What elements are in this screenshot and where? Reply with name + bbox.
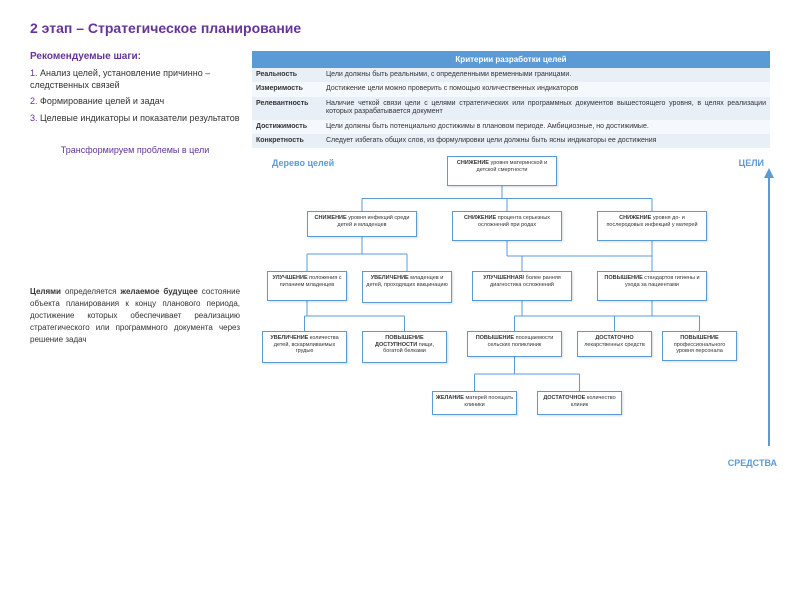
tree-node: СНИЖЕНИЕ уровня инфекций среди детей и м… (307, 211, 417, 237)
tree-node: УВЕЛИЧЕНИЕ младенцев и детей, проходящих… (362, 271, 452, 303)
main-container: Рекомендуемые шаги: 1. Анализ целей, уст… (30, 51, 770, 476)
page-title: 2 этап – Стратегическое планирование (30, 20, 770, 36)
right-column: Критерии разработки целей РеальностьЦели… (252, 51, 770, 476)
tree-node: СНИЖЕНИЕ уровня материнской и детской см… (447, 156, 557, 186)
criteria-label: Релевантность (252, 97, 322, 120)
tree-connectors (252, 156, 762, 476)
criteria-label: Реальность (252, 68, 322, 82)
step-item: 2. Формирование целей и задач (30, 96, 240, 108)
tree-node: ДОСТАТОЧНОЕ количество клиник (537, 391, 622, 415)
means-label: СРЕДСТВА (728, 458, 777, 468)
tree-node: УВЕЛИЧЕНИЕ количества детей, вскармливае… (262, 331, 347, 363)
goals-desc-p1: Целями (30, 287, 61, 296)
criteria-label: Достижимость (252, 120, 322, 134)
tree-node: ЖЕЛАНИЕ матерей посещать клиники (432, 391, 517, 415)
table-row: РелевантностьНаличие четкой связи цели с… (252, 97, 770, 120)
left-column: Рекомендуемые шаги: 1. Анализ целей, уст… (30, 51, 240, 476)
tree-node: УЛУЧШЕНИЕ положения с питанием младенцев (267, 271, 347, 301)
goals-label: ЦЕЛИ (739, 158, 764, 168)
table-row: ДостижимостьЦели должны быть потенциальн… (252, 120, 770, 134)
step-item: 1. Анализ целей, установление причинно –… (30, 68, 240, 91)
tree-node: СНИЖЕНИЕ процента серьезных осложнений п… (452, 211, 562, 241)
tree-node: ПОВЫШЕНИЕ ДОСТУПНОСТИ пищи, богатой белк… (362, 331, 447, 363)
step-item: 3. Целевые индикаторы и показатели резул… (30, 113, 240, 125)
criteria-text: Наличие четкой связи цели с целями страт… (322, 97, 770, 120)
table-row: ИзмеримостьДостижение цели можно провери… (252, 82, 770, 96)
transform-text: Трансформируем проблемы в цели (30, 145, 240, 157)
criteria-text: Следует избегать общих слов, из формулир… (322, 134, 770, 148)
table-row: КонкретностьСледует избегать общих слов,… (252, 134, 770, 148)
table-row: РеальностьЦели должны быть реальными, с … (252, 68, 770, 82)
goals-description: Целями определяется желаемое будущее сос… (30, 286, 240, 346)
criteria-text: Цели должны быть реальными, с определенн… (322, 68, 770, 82)
goals-desc-p3: желаемое будущее (120, 287, 197, 296)
tree-node: ПОВЫШЕНИЕ стандартов гигиены и ухода за … (597, 271, 707, 301)
tree-node: ПОВЫШЕНИЕ профессионального уровня персо… (662, 331, 737, 361)
criteria-label: Измеримость (252, 82, 322, 96)
tree-node: ПОВЫШЕНИЕ посещаемости сельских поликлин… (467, 331, 562, 357)
arrow-up (768, 176, 770, 446)
tree-node: СНИЖЕНИЕ уровня до- и послеродовых инфек… (597, 211, 707, 241)
steps-list: 1. Анализ целей, установление причинно –… (30, 68, 240, 125)
criteria-table: Критерии разработки целей РеальностьЦели… (252, 51, 770, 148)
steps-heading: Рекомендуемые шаги: (30, 51, 240, 62)
tree-wrap: Дерево целей ЦЕЛИ СРЕДСТВА СНИЖЕНИЕ уров… (252, 156, 762, 476)
tree-node: ДОСТАТОЧНО лекарственных средств (577, 331, 652, 357)
goals-desc-p2: определяется (61, 287, 120, 296)
criteria-text: Цели должны быть потенциально достижимы … (322, 120, 770, 134)
criteria-text: Достижение цели можно проверить с помощь… (322, 82, 770, 96)
tree-title: Дерево целей (272, 158, 334, 168)
criteria-label: Конкретность (252, 134, 322, 148)
tree-node: УЛУЧШЕННАЯ/ более ранняя диагностика осл… (472, 271, 572, 301)
criteria-header: Критерии разработки целей (252, 51, 770, 68)
